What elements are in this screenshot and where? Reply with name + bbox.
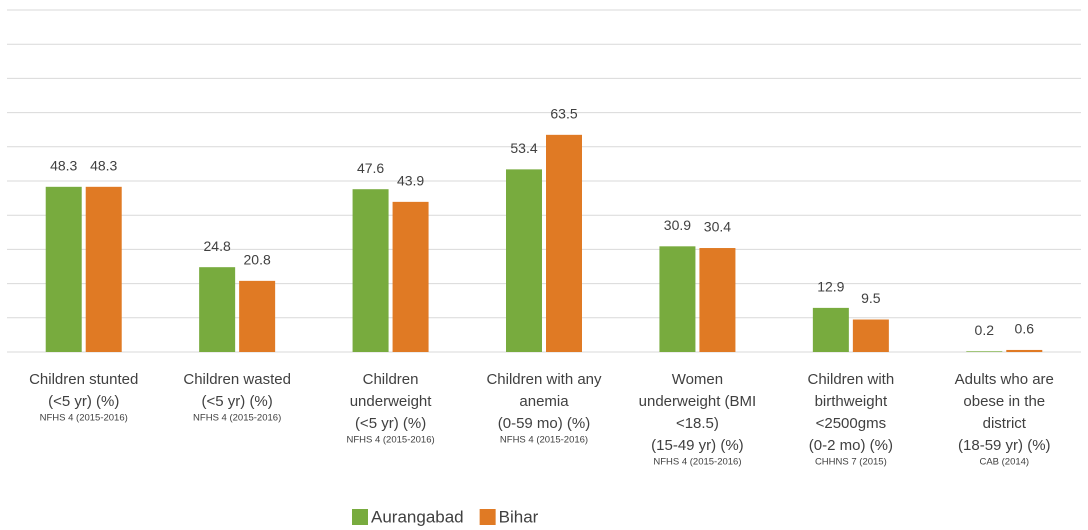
bar — [966, 351, 1003, 352]
source-label: CHHNS 7 (2015) — [815, 457, 887, 468]
value-label: 43.9 — [397, 173, 424, 189]
bar — [812, 307, 849, 352]
legend-label: Aurangabad — [371, 507, 464, 526]
x-tick-label: anemia — [519, 393, 569, 410]
bar — [199, 267, 236, 352]
x-tick-label: (<5 yr) (%) — [202, 393, 273, 410]
value-label: 0.2 — [975, 322, 995, 338]
value-label: 63.5 — [550, 106, 577, 122]
legend-swatch — [479, 509, 496, 525]
x-tick-label: birthweight — [815, 393, 888, 410]
value-label: 53.4 — [510, 140, 537, 156]
x-tick-label: Women — [672, 371, 723, 388]
x-tick-label: <18.5) — [676, 415, 719, 432]
source-label: NFHS 4 (2015-2016) — [653, 457, 741, 468]
legend-swatch — [352, 509, 368, 525]
bar — [506, 169, 542, 352]
value-label: 47.6 — [357, 160, 384, 176]
bar — [239, 280, 276, 352]
x-tick-label: Children — [363, 371, 419, 388]
x-tick-label: obese in the — [963, 393, 1045, 410]
x-tick-label: (0-59 mo) (%) — [498, 415, 591, 432]
value-label: 9.5 — [861, 290, 881, 306]
source-label: NFHS 4 (2015-2016) — [500, 435, 588, 446]
bar — [659, 246, 696, 352]
value-label: 20.8 — [244, 252, 271, 268]
value-label: 48.3 — [50, 158, 77, 174]
source-label: CAB (2014) — [979, 457, 1029, 468]
bar — [546, 134, 582, 352]
bar — [1006, 349, 1043, 352]
x-tick-label: underweight (BMI — [639, 393, 757, 410]
legend-label: Bihar — [499, 507, 539, 526]
value-label: 12.9 — [817, 279, 844, 295]
x-tick-label: Children with — [807, 371, 894, 388]
bar — [352, 189, 389, 352]
x-tick-label: Children with any — [486, 371, 602, 388]
bar — [45, 186, 82, 352]
x-tick-label: district — [983, 415, 1027, 432]
bar — [852, 319, 889, 352]
bar — [392, 201, 429, 352]
value-label: 30.9 — [664, 217, 691, 233]
value-label: 48.3 — [90, 158, 117, 174]
x-tick-label: Children wasted — [183, 371, 291, 388]
source-label: NFHS 4 (2015-2016) — [193, 413, 281, 424]
x-tick-label: Adults who are — [955, 371, 1054, 388]
value-label: 24.8 — [204, 238, 231, 254]
value-label: 30.4 — [704, 219, 731, 235]
x-tick-label: (18-59 yr) (%) — [958, 437, 1051, 454]
bar — [699, 248, 736, 352]
x-tick-label: (15-49 yr) (%) — [651, 437, 744, 454]
source-label: NFHS 4 (2015-2016) — [40, 413, 128, 424]
source-label: NFHS 4 (2015-2016) — [346, 435, 434, 446]
bar — [85, 186, 122, 352]
x-tick-label: (<5 yr) (%) — [48, 393, 119, 410]
x-tick-label: <2500gms — [816, 415, 886, 432]
x-tick-label: underweight — [350, 393, 433, 410]
x-tick-label: (<5 yr) (%) — [355, 415, 426, 432]
x-tick-label: Children stunted — [29, 371, 138, 388]
x-tick-label: (0-2 mo) (%) — [809, 437, 893, 454]
value-label: 0.6 — [1015, 321, 1035, 337]
